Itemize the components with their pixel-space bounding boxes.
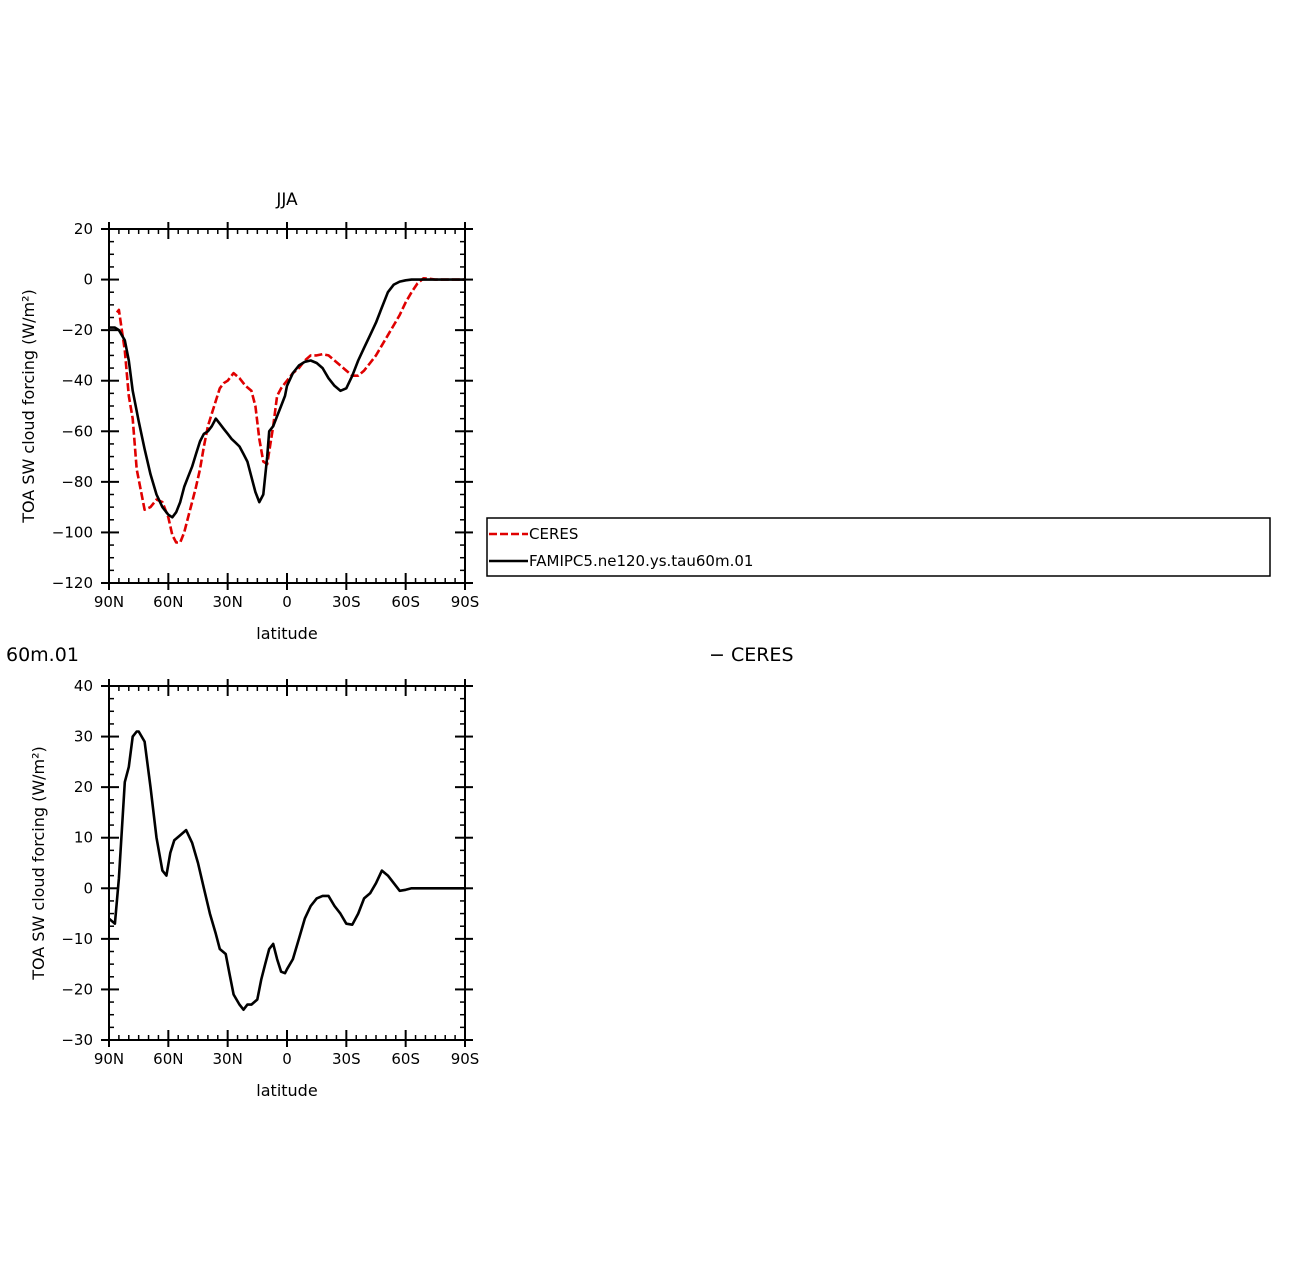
lower-plot-frame [108, 685, 466, 1041]
lower-x-tick-label: 60N [153, 1050, 183, 1068]
upper-y-axis-label: TOA SW cloud forcing (W/m²) [19, 289, 38, 524]
legend-box [486, 517, 1271, 577]
lower-x-axis-label: latitude [256, 1081, 317, 1100]
upper-panel: JJA 90N 60N 30N 0 30S 60S 90S 20 0 −20 −40 −60 −80 −1… [19, 190, 479, 643]
lower-x-tick-label: 90S [451, 1050, 480, 1068]
lower-x-tick-label: 30S [332, 1050, 361, 1068]
upper-series-line-0 [115, 276, 465, 544]
upper-x-tick-label: 90S [451, 593, 480, 611]
upper-x-tick-label: 30N [213, 593, 243, 611]
lower-y-axis-label: TOA SW cloud forcing (W/m²) [29, 746, 48, 981]
upper-y-tick-label: −60 [61, 422, 93, 440]
lower-y-tick-label: 40 [74, 677, 93, 695]
upper-y-tick-label: −40 [61, 372, 93, 390]
lower-y-tick-label: 10 [74, 829, 93, 847]
lower-y-tick-label: 0 [83, 879, 93, 897]
lower-series-lines [108, 730, 465, 1012]
upper-y-tick-label: −120 [52, 574, 93, 592]
lower-series-line-0 [108, 730, 465, 1012]
lower-axis-ticks: 90N 60N 30N 0 30S 60S 90S 40 30 20 10 0 −10 −20 −30 [61, 677, 479, 1068]
lower-x-tick-label: 60S [391, 1050, 420, 1068]
lower-y-tick-label: −30 [61, 1031, 93, 1049]
upper-plot-title: JJA [275, 190, 298, 210]
upper-series-lines [109, 276, 465, 544]
legend: CERES FAMIPC5.ne120.ys.tau60m.01 [486, 517, 1271, 577]
lower-title-right: − CERES [709, 644, 794, 666]
upper-x-tick-label: 30S [332, 593, 361, 611]
upper-x-tick-label: 60N [153, 593, 183, 611]
lower-x-tick-label: 0 [282, 1050, 292, 1068]
lower-y-tick-label: −20 [61, 980, 93, 998]
upper-x-tick-label: 90N [94, 593, 124, 611]
upper-y-tick-label: −100 [52, 523, 93, 541]
lower-y-tick-label: 30 [74, 728, 93, 746]
lower-panel: 60m.01 − CERES 90N 60N 30N 0 30S 60S 90S 40 30 20… [6, 644, 794, 1100]
upper-y-tick-label: 20 [74, 220, 93, 238]
upper-x-tick-label: 0 [282, 593, 292, 611]
lower-y-tick-label: 20 [74, 778, 93, 796]
upper-plot-frame [108, 228, 466, 584]
lower-y-tick-label: −10 [61, 930, 93, 948]
legend-label-model: FAMIPC5.ne120.ys.tau60m.01 [529, 552, 753, 570]
lower-x-tick-label: 90N [94, 1050, 124, 1068]
lower-x-tick-label: 30N [213, 1050, 243, 1068]
upper-x-tick-label: 60S [391, 593, 420, 611]
upper-x-axis-label: latitude [256, 624, 317, 643]
lower-title-left: 60m.01 [6, 644, 79, 666]
upper-y-tick-label: −80 [61, 473, 93, 491]
legend-label-ceres: CERES [529, 525, 578, 543]
upper-y-tick-label: −20 [61, 321, 93, 339]
upper-series-line-1 [109, 278, 465, 519]
upper-y-tick-label: 0 [83, 271, 93, 289]
